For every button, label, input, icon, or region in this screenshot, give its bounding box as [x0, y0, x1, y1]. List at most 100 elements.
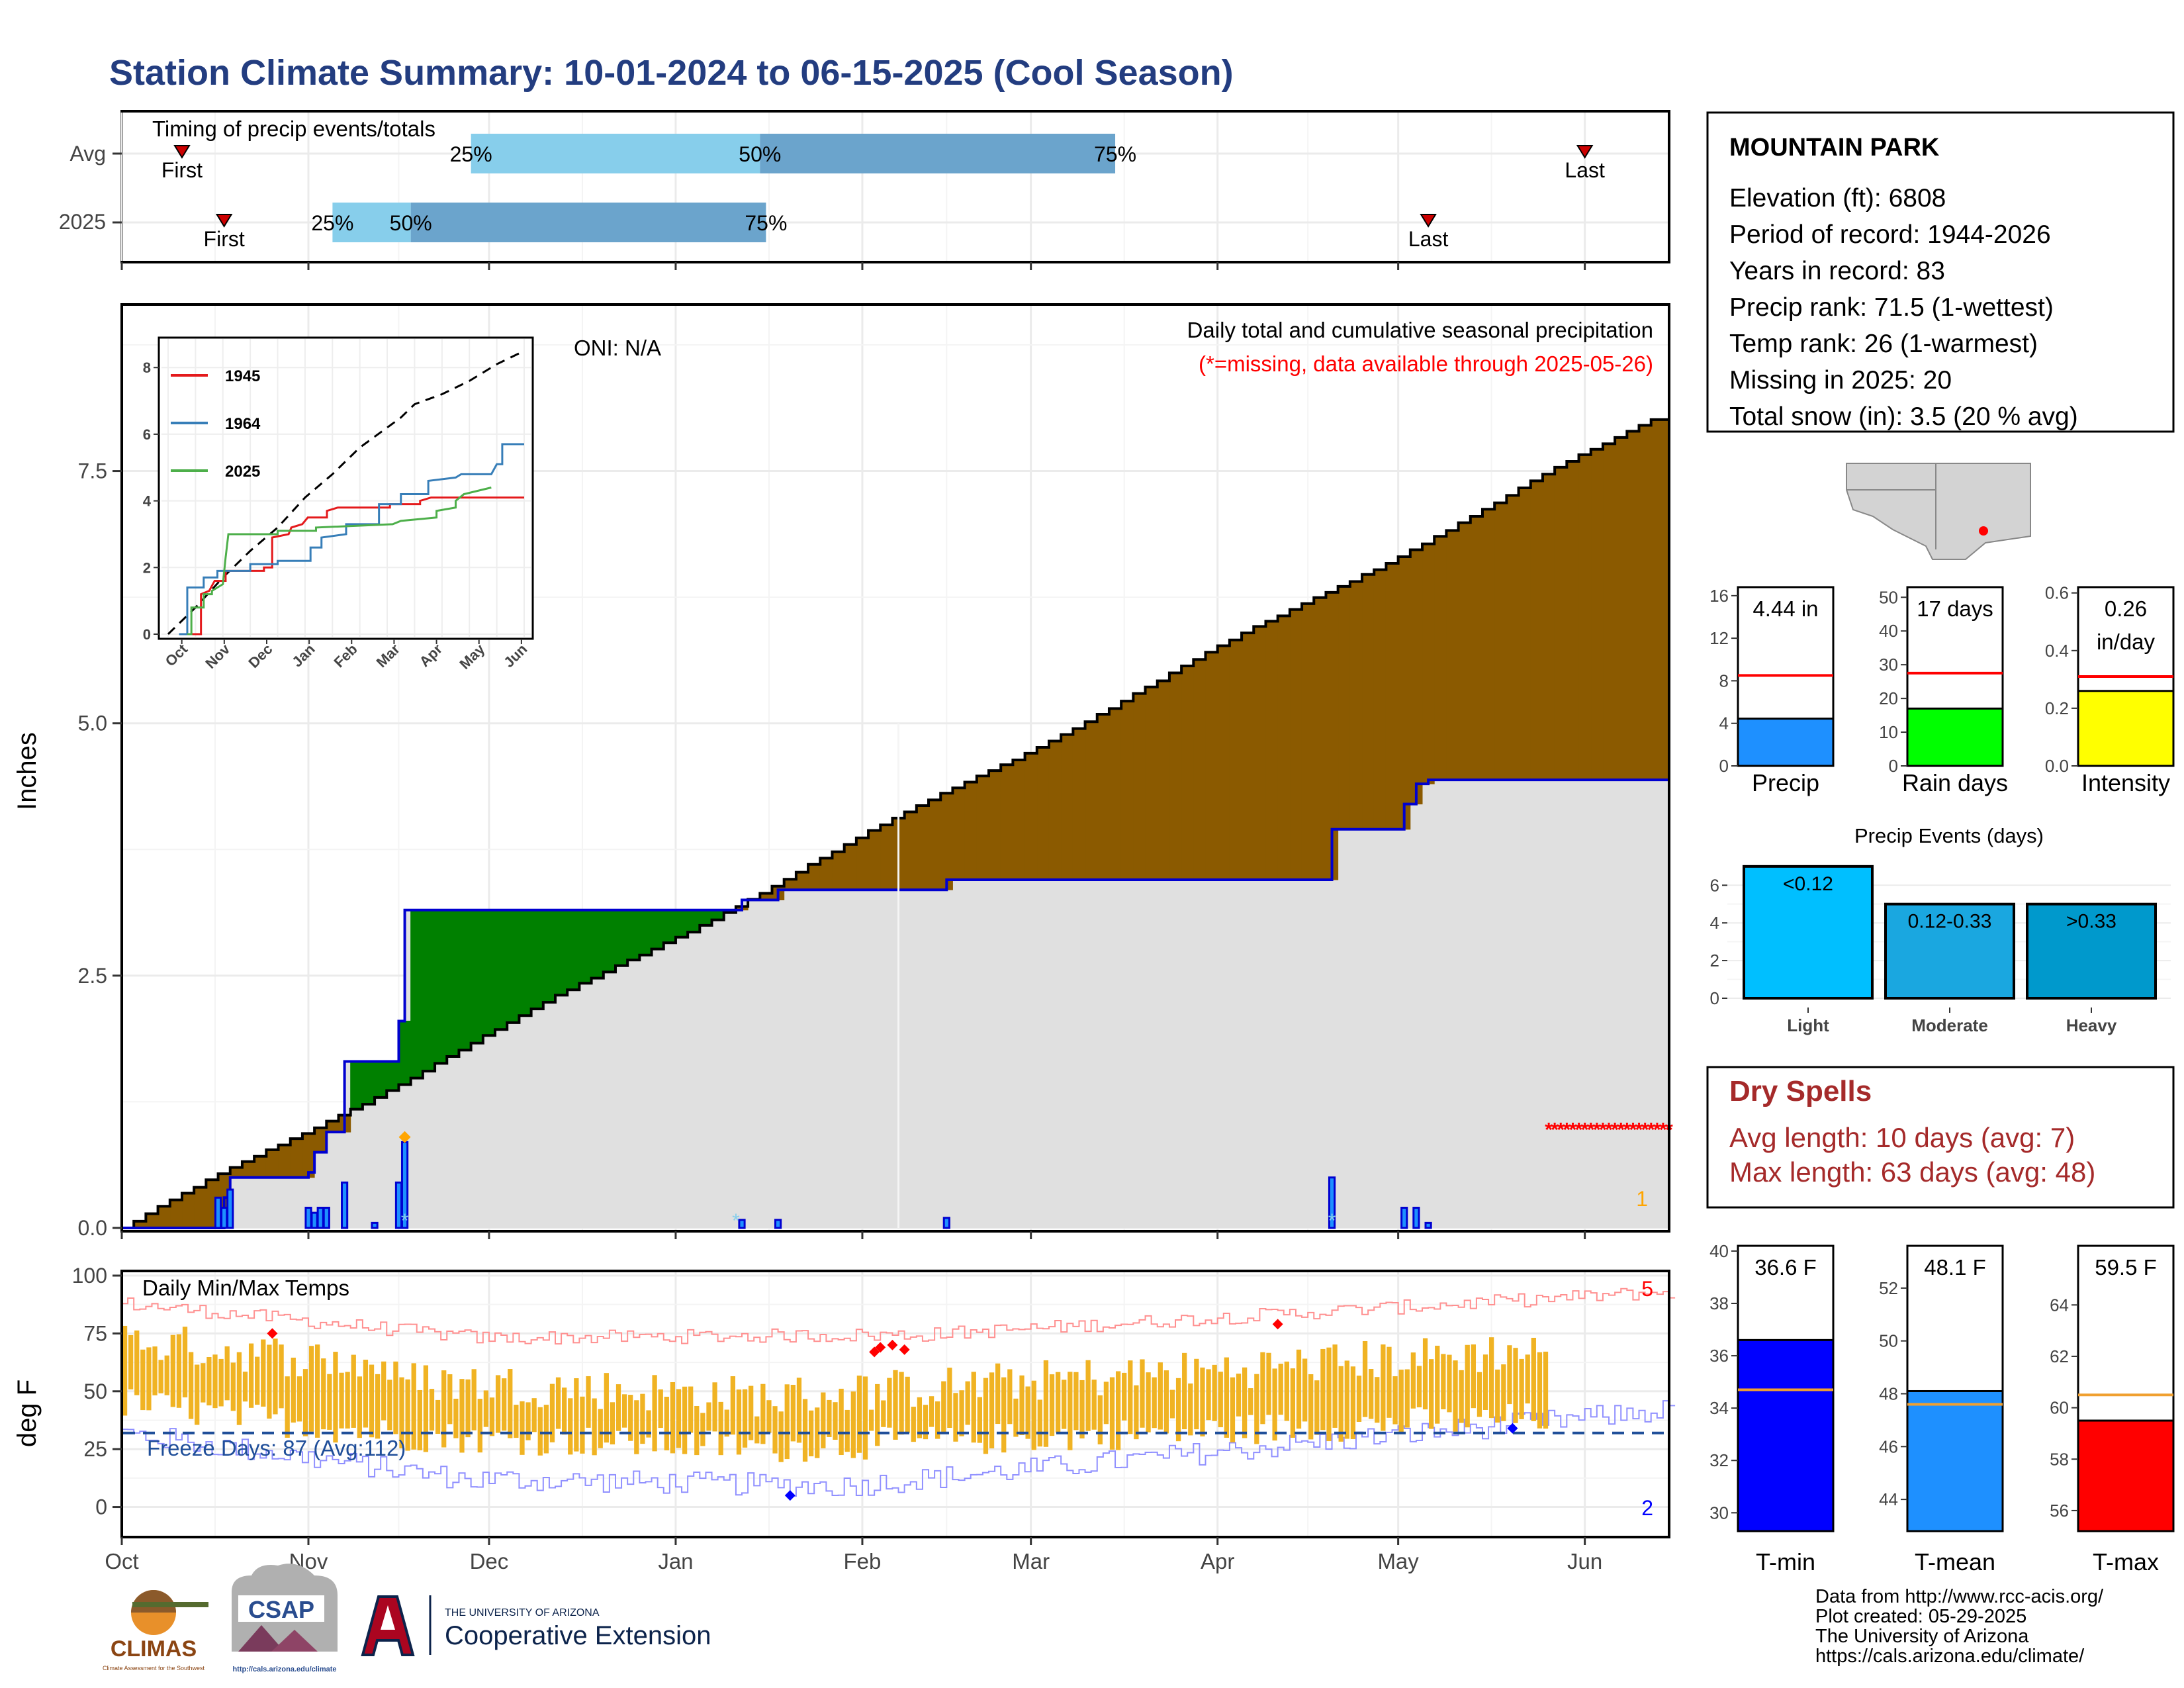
daily-temp-bar — [893, 1370, 898, 1440]
inset-y-tick-label: 6 — [143, 426, 151, 443]
daily-temp-bar — [212, 1354, 218, 1409]
last-marker — [1420, 214, 1437, 228]
daily-temp-bar — [1224, 1357, 1229, 1438]
daily-temp-bar — [345, 1372, 350, 1429]
event-bar-label: >0.33 — [2066, 911, 2116, 933]
inset-y-tick-label: 2 — [143, 559, 151, 576]
record-high-marker — [869, 1346, 880, 1358]
daily-temp-bar — [1381, 1344, 1386, 1431]
snow-marker: * — [401, 1210, 409, 1232]
daily-temp-bar — [495, 1375, 501, 1433]
temp-gauge-tick-label: 30 — [1709, 1503, 1729, 1523]
daily-temp-bar — [465, 1379, 471, 1438]
footer-credits: Data from http://www.rcc-acis.org/Plot c… — [1815, 1586, 2104, 1667]
record-low-line — [122, 1400, 1676, 1497]
precip-gauges: 0 4 8 12 16 4.44 in Precip 0 10 20 30 40 50 17 days Ra… — [1709, 583, 2175, 796]
first-marker-label: First — [161, 158, 203, 182]
daily-temp-bar — [1453, 1360, 1458, 1432]
missing-marker: * — [1659, 1119, 1667, 1141]
daily-temp-bar — [471, 1369, 477, 1430]
gauge-label: Precip — [1752, 769, 1819, 796]
daily-temp-bar — [1272, 1368, 1277, 1441]
daily-temp-bar — [1531, 1337, 1536, 1421]
daily-temp-bar — [1073, 1372, 1079, 1430]
daily-temp-bar — [195, 1364, 200, 1425]
last-marker-label: Last — [1408, 227, 1449, 251]
daily-precip-bar — [220, 1207, 228, 1229]
record-high-marker — [899, 1344, 910, 1355]
missing-marker: * — [1599, 1119, 1607, 1141]
daily-temp-bar — [646, 1410, 651, 1438]
daily-temp-bar — [302, 1369, 308, 1436]
daily-temp-bar — [201, 1363, 206, 1403]
event-bar — [2026, 902, 2157, 1000]
daily-temp-bar — [182, 1327, 188, 1397]
last-marker — [1576, 145, 1594, 159]
y-tick-label: 7.5 — [78, 459, 107, 483]
temps-ylabel: deg F — [13, 1380, 42, 1447]
daily-temp-bar — [821, 1392, 826, 1448]
gauge-tick-label: 8 — [1719, 671, 1729, 690]
x-tick-label: Oct — [105, 1549, 138, 1573]
csap-text: CSAP — [248, 1596, 314, 1623]
daily-temp-bar — [279, 1344, 284, 1409]
daily-temp-bar — [1128, 1360, 1133, 1434]
daily-temp-bar — [447, 1374, 453, 1425]
event-bar-label: 0.12-0.33 — [1908, 911, 1992, 933]
temp-gauge-tick-label: 44 — [1879, 1489, 1898, 1509]
daily-temp-bar — [429, 1389, 435, 1431]
temp-gauge-tick-label: 40 — [1709, 1241, 1729, 1261]
quartile-label-75: 75% — [1094, 142, 1136, 166]
daily-temp-bar — [224, 1346, 230, 1401]
precip-corner-label: 1 — [1636, 1187, 1648, 1211]
daily-temp-bar — [128, 1335, 134, 1389]
temp-gauge-tick-label: 60 — [2050, 1398, 2069, 1418]
daily-temp-bar — [1152, 1377, 1157, 1429]
temp-gauge-label: T-min — [1756, 1548, 1815, 1575]
record-high-marker — [887, 1339, 898, 1350]
daily-temp-bar — [267, 1344, 272, 1419]
daily-temp-bar — [140, 1349, 146, 1411]
daily-temp-bar — [1525, 1354, 1530, 1404]
temp-gauge-tick-label: 50 — [1879, 1331, 1898, 1351]
daily-temp-bar — [917, 1397, 923, 1438]
quartile-bar-25-50 — [471, 134, 760, 173]
x-tick-label: Mar — [1012, 1549, 1050, 1573]
daily-temp-bar — [375, 1374, 381, 1439]
daily-temp-bar — [652, 1375, 657, 1452]
y-tick-label: 2.5 — [78, 964, 107, 988]
daily-temp-bar — [1308, 1374, 1314, 1440]
daily-temp-bar — [700, 1413, 705, 1446]
daily-temp-bar — [850, 1391, 856, 1458]
daily-temp-bar — [1097, 1395, 1103, 1444]
daily-temp-bar — [1007, 1369, 1013, 1425]
daily-temp-bar — [218, 1358, 224, 1407]
daily-temp-bar — [862, 1376, 868, 1460]
first-marker — [215, 214, 233, 228]
daily-temp-bar — [1362, 1340, 1368, 1417]
temp-gauge-tick-label: 58 — [2050, 1449, 2069, 1469]
daily-temp-bar — [827, 1399, 832, 1437]
daily-temp-bar — [285, 1376, 290, 1438]
temp-gauge-bar — [1906, 1389, 2004, 1532]
gauge-tick-label: 0 — [1719, 756, 1729, 776]
daily-temp-bar — [628, 1395, 633, 1441]
temp-gauge-tick-label: 32 — [1709, 1450, 1729, 1470]
daily-temp-bar — [453, 1398, 459, 1438]
daily-temp-bar — [1387, 1346, 1392, 1418]
csap-logo: CSAP http://cals.arizona.edu/climate — [232, 1564, 338, 1673]
event-y-tick-label: 0 — [1710, 988, 1719, 1008]
daily-temp-bar — [899, 1372, 904, 1435]
daily-temp-bar — [1375, 1377, 1380, 1423]
daily-temp-bar — [555, 1377, 561, 1429]
daily-temp-bar — [1320, 1348, 1326, 1430]
daily-temp-bar — [435, 1399, 441, 1434]
dry-spells-max: Max length: 63 days (avg: 48) — [1729, 1156, 2095, 1188]
precip-panel: * * ********************** 0.02.55.07.5 In… — [13, 303, 1673, 1240]
x-tick-label: May — [1377, 1549, 1419, 1573]
y-tick-label: 25 — [83, 1437, 107, 1461]
temp-gauge-value-label: 36.6 F — [1754, 1255, 1817, 1280]
daily-temp-bar — [176, 1334, 182, 1408]
daily-temp-bar — [615, 1384, 621, 1431]
